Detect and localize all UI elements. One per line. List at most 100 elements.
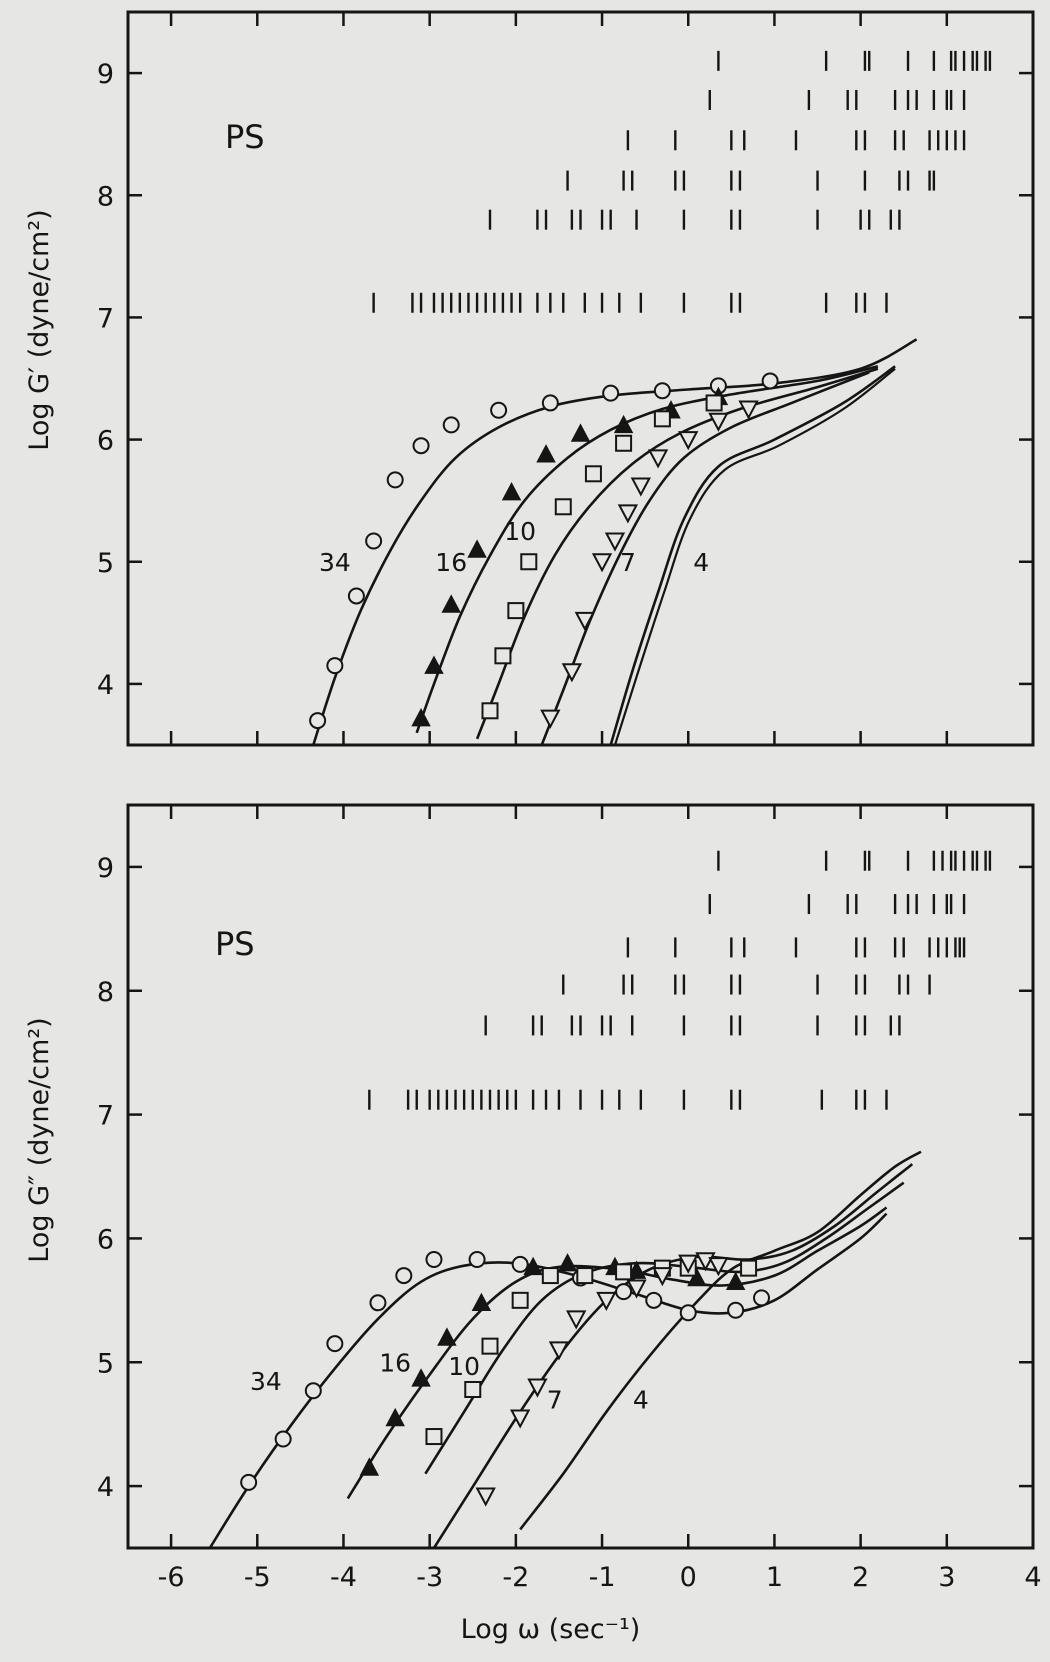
- y-tick-label: 4: [97, 1472, 114, 1503]
- data-point-34: [511, 1255, 529, 1273]
- y-tick-label: 7: [97, 1101, 114, 1132]
- x-tick-label: -2: [502, 1562, 529, 1593]
- data-point-10: [464, 1380, 482, 1398]
- data-point-10: [653, 410, 671, 428]
- data-point-34: [653, 382, 671, 400]
- data-point-10: [507, 602, 525, 620]
- series-label-16: 16: [379, 1348, 411, 1377]
- data-point-7: [652, 1267, 673, 1287]
- data-point-34: [753, 1289, 770, 1307]
- data-point-16: [411, 1368, 431, 1387]
- y-tick-label: 7: [97, 303, 114, 334]
- plot-frame: [126, 10, 1035, 747]
- data-point-16: [411, 708, 431, 727]
- data-point-34: [412, 437, 430, 455]
- series-line-7: [432, 1163, 914, 1548]
- y-tick-label: 9: [97, 853, 114, 884]
- data-point-7: [626, 1279, 647, 1299]
- data-point-16: [725, 1271, 746, 1291]
- x-tick-label: 1: [766, 1562, 783, 1593]
- data-point-16: [424, 655, 444, 674]
- series-line-4: [609, 365, 896, 745]
- x-tick-label: -4: [330, 1562, 357, 1593]
- x-tick-label: 3: [938, 1562, 955, 1593]
- series-label-10: 10: [504, 517, 536, 546]
- data-point-7: [678, 1254, 699, 1274]
- data-point-16: [441, 594, 461, 613]
- data-point-16: [536, 444, 556, 463]
- data-point-7: [630, 477, 651, 497]
- series-label-10: 10: [448, 1352, 480, 1381]
- data-point-10: [554, 498, 572, 516]
- data-point-7: [738, 400, 759, 420]
- data-point-34: [326, 657, 344, 675]
- data-point-34: [442, 416, 460, 434]
- series-label-16: 16: [435, 548, 467, 577]
- data-point-7: [647, 449, 669, 469]
- data-point-7: [561, 663, 583, 683]
- data-point-34: [541, 394, 559, 412]
- chart-panel-top: 4 5 6 7 8 9 Log G′ (dyne/cm²) PS 34 16 10 7 4: [24, 10, 1035, 747]
- data-point-10: [615, 1263, 633, 1281]
- series-label-34: 34: [319, 548, 351, 577]
- data-point-16: [570, 423, 591, 442]
- data-point-34: [490, 401, 508, 419]
- data-point-10: [425, 1428, 443, 1446]
- data-point-7: [591, 553, 613, 573]
- data-point-10: [576, 1267, 594, 1285]
- series-line-10: [424, 1181, 905, 1475]
- data-point-10: [584, 465, 602, 483]
- y-tick-label: 8: [97, 977, 114, 1008]
- data-point-34: [309, 712, 327, 730]
- data-point-10: [541, 1267, 559, 1285]
- data-point-16: [471, 1292, 492, 1312]
- data-point-16: [557, 1253, 578, 1272]
- data-point-34: [615, 1283, 633, 1301]
- data-point-10: [481, 702, 499, 720]
- data-point-7: [475, 1487, 496, 1507]
- data-point-7: [604, 532, 626, 552]
- series-label-4: 4: [633, 1385, 649, 1414]
- data-point-7: [548, 1341, 570, 1361]
- x-tick-label: -3: [416, 1562, 443, 1593]
- relaxation-spectra: [372, 50, 992, 313]
- y-tick-label: 5: [97, 548, 114, 579]
- data-point-34: [761, 372, 779, 390]
- data-point-34: [347, 587, 365, 605]
- data-point-7: [708, 1257, 729, 1277]
- y-tick-label: 6: [97, 426, 114, 457]
- data-point-7: [574, 611, 595, 632]
- x-tick-label: -5: [244, 1562, 271, 1593]
- data-point-7: [527, 1378, 548, 1398]
- data-point-7: [596, 1291, 617, 1311]
- x-tick-label: -1: [589, 1562, 616, 1593]
- y-tick-label: 6: [97, 1224, 114, 1255]
- data-point-7: [617, 504, 639, 524]
- plot-frame: [126, 803, 1035, 1550]
- data-point-7: [566, 1310, 587, 1330]
- series-label-34: 34: [250, 1367, 282, 1396]
- data-point-16: [359, 1457, 380, 1476]
- data-point-34: [468, 1250, 486, 1268]
- series-label-7: 7: [547, 1385, 563, 1414]
- x-axis-label: Log ω (sec⁻¹): [461, 1614, 641, 1645]
- relaxation-spectra: [368, 850, 992, 1110]
- data-point-16: [385, 1407, 405, 1427]
- data-point-34: [602, 384, 620, 402]
- series-label-7: 7: [620, 548, 636, 577]
- series-line-4-b: [613, 367, 896, 745]
- data-point-16: [613, 414, 634, 434]
- x-tick-label: -6: [158, 1562, 185, 1593]
- data-point-10: [494, 647, 512, 665]
- x-tick-label: 2: [852, 1562, 869, 1593]
- data-point-34: [425, 1250, 443, 1268]
- series-label-4: 4: [693, 548, 709, 577]
- data-point-10: [615, 434, 633, 452]
- panel-label: PS: [225, 118, 265, 156]
- x-tick-label: 0: [680, 1562, 697, 1593]
- data-point-10: [481, 1337, 499, 1355]
- series-line-4: [519, 1150, 922, 1531]
- series-line-10: [475, 367, 879, 740]
